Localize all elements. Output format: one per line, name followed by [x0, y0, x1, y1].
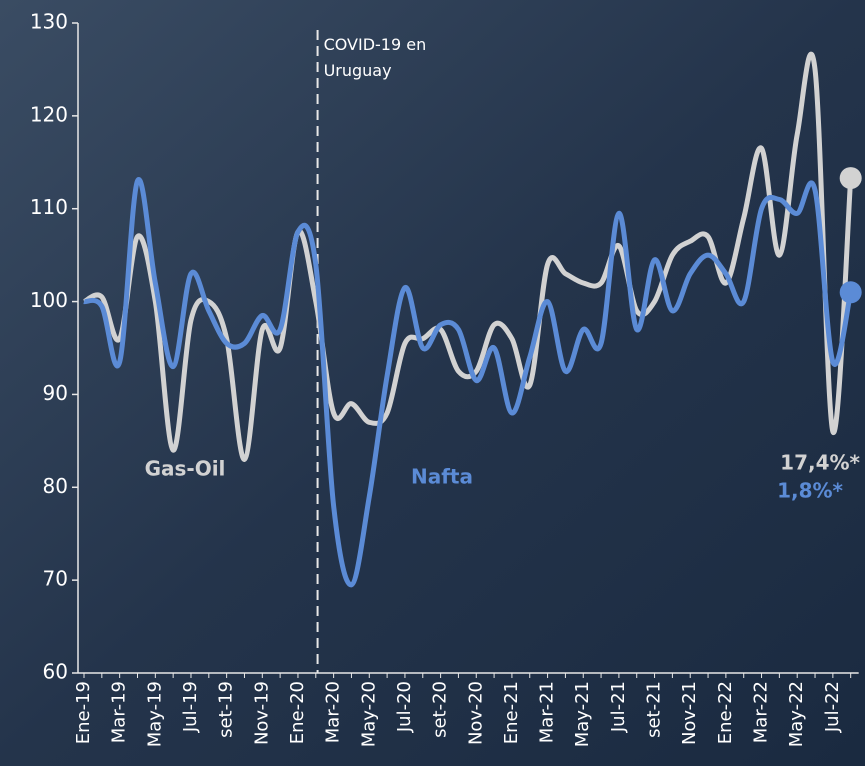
- x-tick-label: Mar-22: [751, 681, 772, 743]
- y-tick-label: 130: [30, 10, 68, 34]
- series-label: Nafta: [411, 465, 473, 489]
- end-label: 1,8%*: [777, 479, 843, 503]
- y-tick-label: 120: [30, 102, 68, 126]
- y-tick-label: 110: [30, 195, 68, 219]
- x-tick-label: May-21: [572, 681, 593, 747]
- y-tick-label: 80: [43, 474, 68, 498]
- x-tick-label: Mar-19: [109, 681, 130, 743]
- y-tick-label: 100: [30, 288, 68, 312]
- y-tick-label: 60: [43, 660, 68, 684]
- x-tick-label: Jul-20: [394, 681, 415, 733]
- x-tick-label: Nov-20: [465, 681, 486, 745]
- x-tick-label: May-22: [786, 681, 807, 747]
- x-tick-label: set-20: [430, 681, 451, 738]
- end-label: 17,4%*: [780, 451, 860, 475]
- end-dot: [839, 281, 862, 304]
- x-tick-label: Ene-19: [73, 681, 94, 744]
- x-tick-label: set-19: [216, 681, 237, 738]
- series-line: [82, 51, 854, 462]
- series-line: [83, 177, 854, 588]
- x-tick-label: May-20: [358, 681, 379, 747]
- end-dot: [839, 167, 862, 190]
- x-tick-label: Jul-21: [608, 681, 629, 733]
- x-tick-label: Jul-19: [180, 681, 201, 733]
- y-tick-label: 90: [43, 381, 68, 405]
- x-tick-label: Mar-20: [323, 681, 344, 743]
- x-tick-label: Ene-21: [501, 681, 522, 744]
- series-label: Gas-Oil: [145, 457, 226, 481]
- x-tick-label: Mar-21: [537, 681, 558, 743]
- x-tick-label: Nov-21: [679, 681, 700, 745]
- x-tick-label: Jul-22: [822, 681, 843, 733]
- x-tick-label: Ene-20: [287, 681, 308, 744]
- y-tick-label: 70: [43, 567, 68, 591]
- x-tick-label: set-21: [644, 681, 665, 738]
- x-tick-label: Ene-22: [715, 681, 736, 744]
- annotation: COVID-19 en Uruguay: [324, 35, 427, 80]
- x-tick-label: Nov-19: [251, 681, 272, 745]
- x-tick-label: May-19: [144, 681, 165, 747]
